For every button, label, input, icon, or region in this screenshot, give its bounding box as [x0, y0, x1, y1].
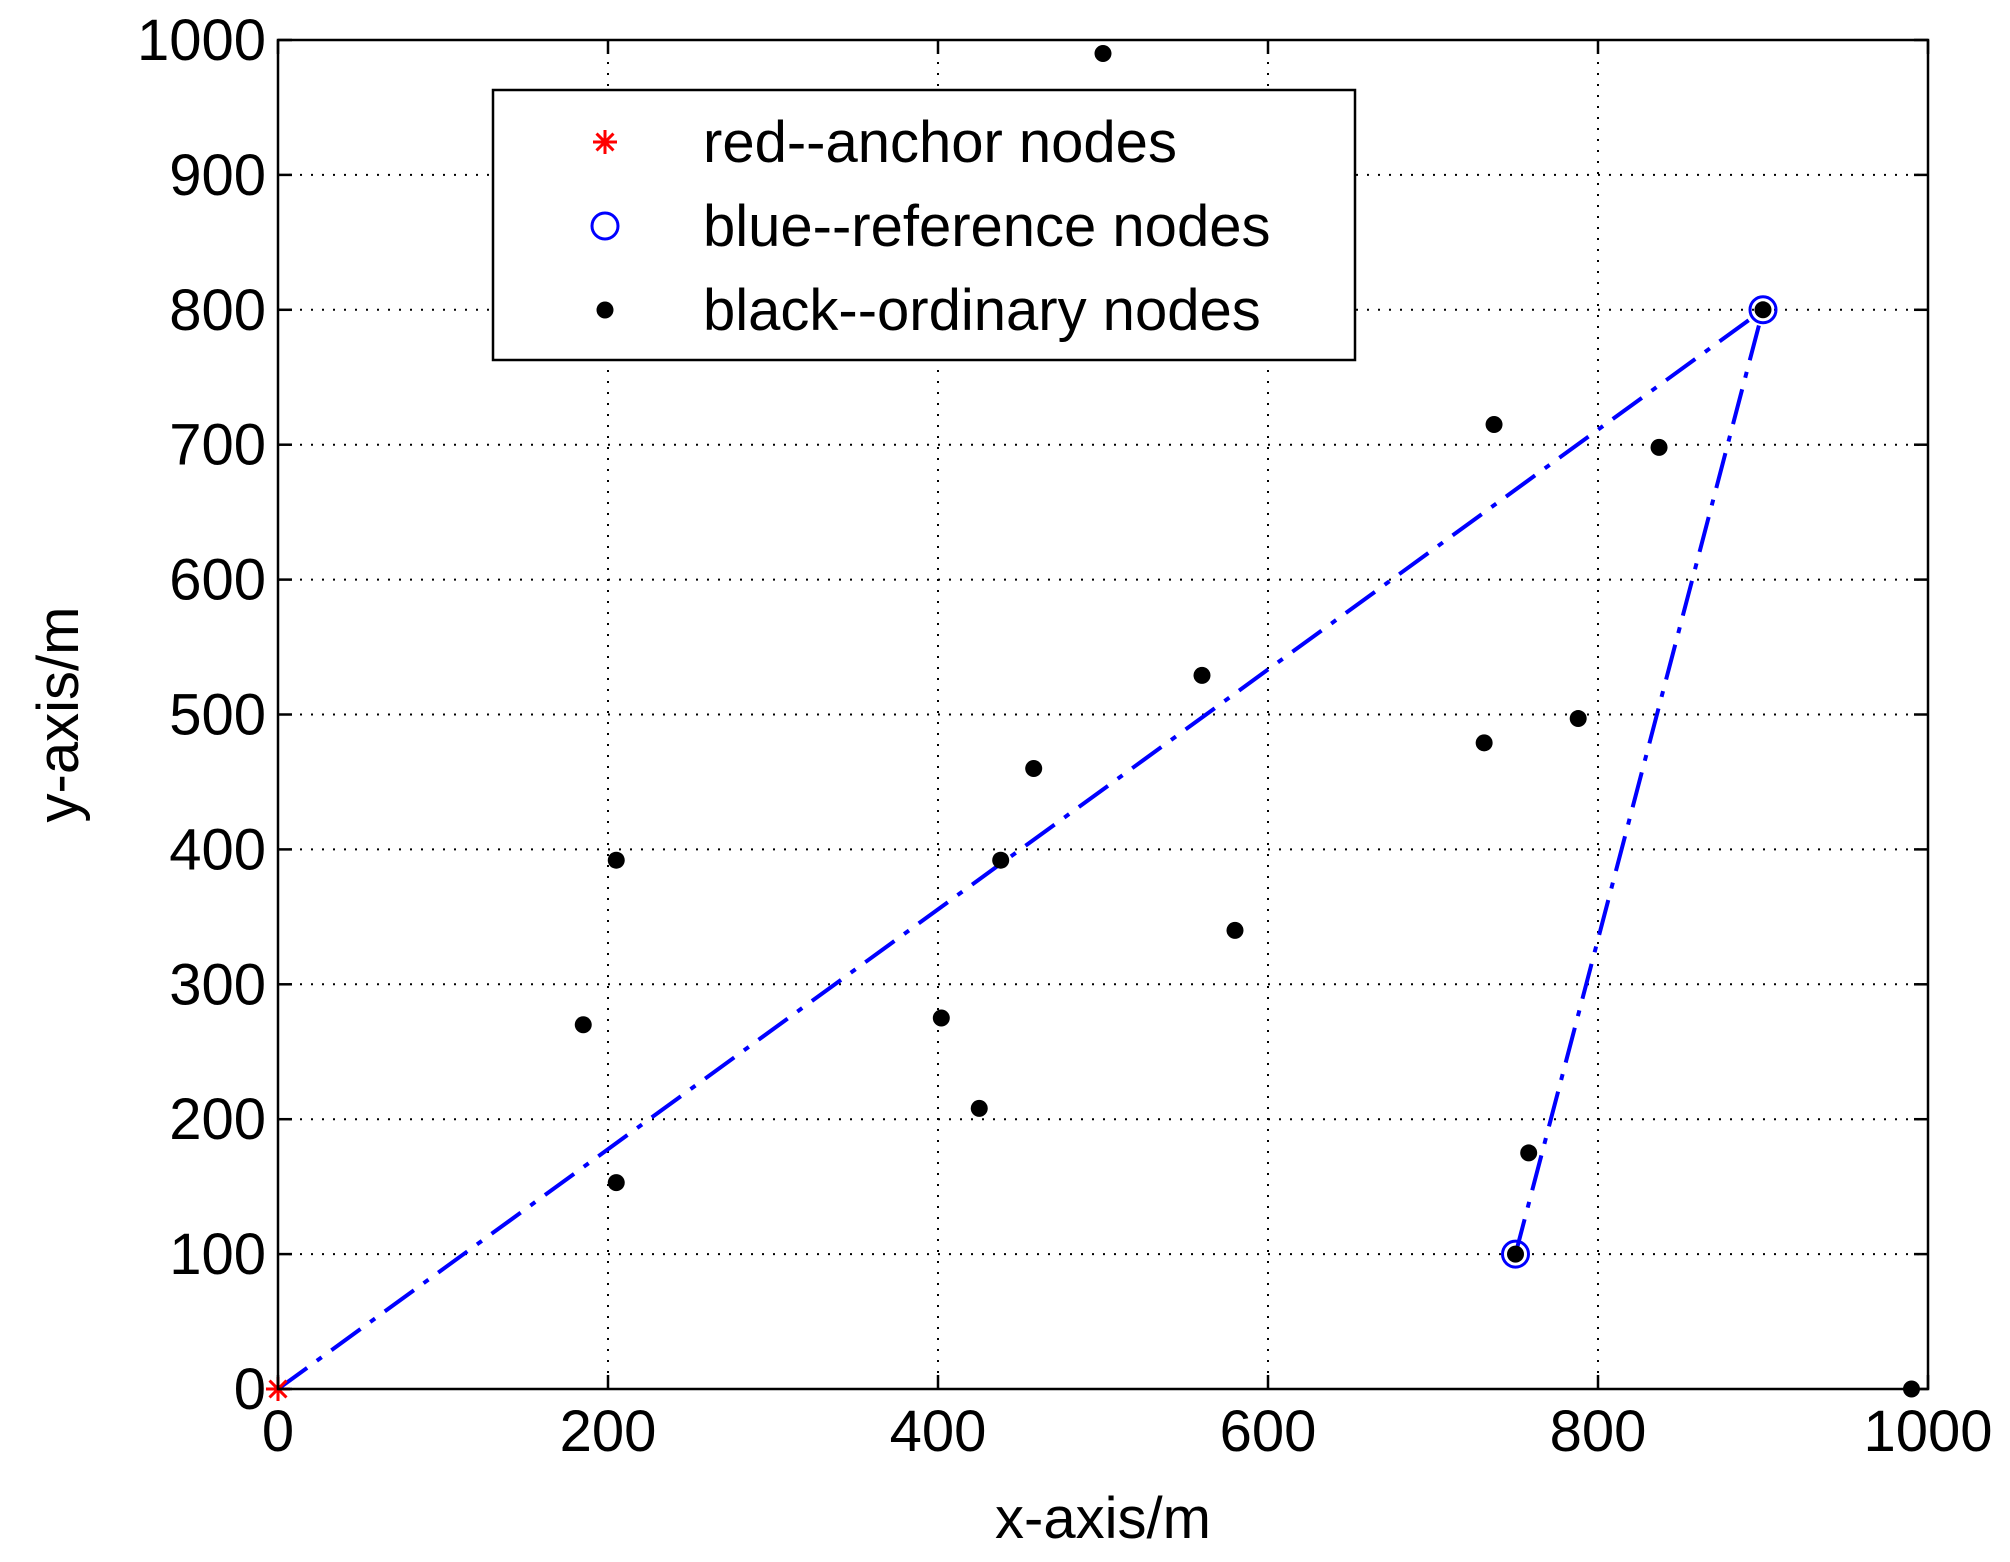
legend-entry-label: blue--reference nodes [703, 194, 1270, 259]
y-tick-label: 900 [169, 143, 266, 208]
ordinary-node-point [1193, 666, 1211, 684]
x-tick-label: 1000 [1863, 1399, 1992, 1464]
ordinary-node-point [607, 1174, 625, 1192]
ordinary-node-point [1569, 710, 1587, 728]
legend: red--anchor nodes blue--reference nodes bl… [491, 88, 1357, 362]
y-tick-label: 1000 [137, 8, 266, 73]
dash-dot-line [1513, 309, 1765, 1255]
ordinary-node-point [1754, 301, 1772, 319]
y-axis-label: y-axis/m [26, 607, 91, 823]
ordinary-node-point [1507, 1245, 1524, 1263]
ordinary-node-point [992, 851, 1010, 869]
y-tick-label: 200 [169, 1087, 266, 1152]
y-tick-label: 100 [169, 1222, 266, 1287]
axis-ticks: 0 200 400 600 800 1000 0 100 200 300 400 500 600 700 8… [137, 8, 1993, 1464]
ordinary-node-point [1475, 734, 1493, 752]
y-tick-label: 800 [169, 278, 266, 343]
ordinary-node-point [1650, 438, 1668, 456]
x-tick-label: 400 [890, 1399, 987, 1464]
reference-node-point [1501, 1239, 1530, 1269]
legend-marker-dot [596, 301, 614, 319]
ordinary-node-point [1094, 44, 1112, 62]
x-tick-label: 800 [1550, 1399, 1647, 1464]
x-axis-label: x-axis/m [995, 1486, 1211, 1551]
x-tick-label: 0 [262, 1399, 294, 1464]
reference-node-point [1748, 295, 1778, 325]
ordinary-node-point [970, 1099, 988, 1117]
ordinary-node-point [607, 851, 625, 869]
connection-lines [276, 308, 1765, 1391]
ordinary-node-point [1520, 1144, 1538, 1162]
ordinary-node-point [932, 1009, 950, 1027]
x-tick-label: 600 [1220, 1399, 1317, 1464]
ordinary-node-point [1485, 415, 1503, 433]
legend-box [491, 88, 1357, 362]
ordinary-node-point [1226, 921, 1244, 939]
legend-entry-label: black--ordinary nodes [703, 278, 1261, 343]
y-tick-label: 300 [169, 952, 266, 1017]
legend-marker-star [593, 130, 617, 154]
dash-dot-line [276, 308, 1765, 1391]
x-tick-label: 200 [560, 1399, 657, 1464]
y-tick-label: 700 [169, 413, 266, 478]
y-tick-label: 0 [234, 1357, 266, 1422]
y-tick-label: 400 [169, 817, 266, 882]
ordinary-node-point [574, 1016, 592, 1034]
ordinary-node-point [1025, 759, 1043, 777]
legend-marker-circle [590, 211, 620, 241]
y-tick-label: 500 [169, 683, 266, 748]
legend-entry-label: red--anchor nodes [703, 110, 1177, 175]
y-tick-label: 600 [169, 548, 266, 613]
